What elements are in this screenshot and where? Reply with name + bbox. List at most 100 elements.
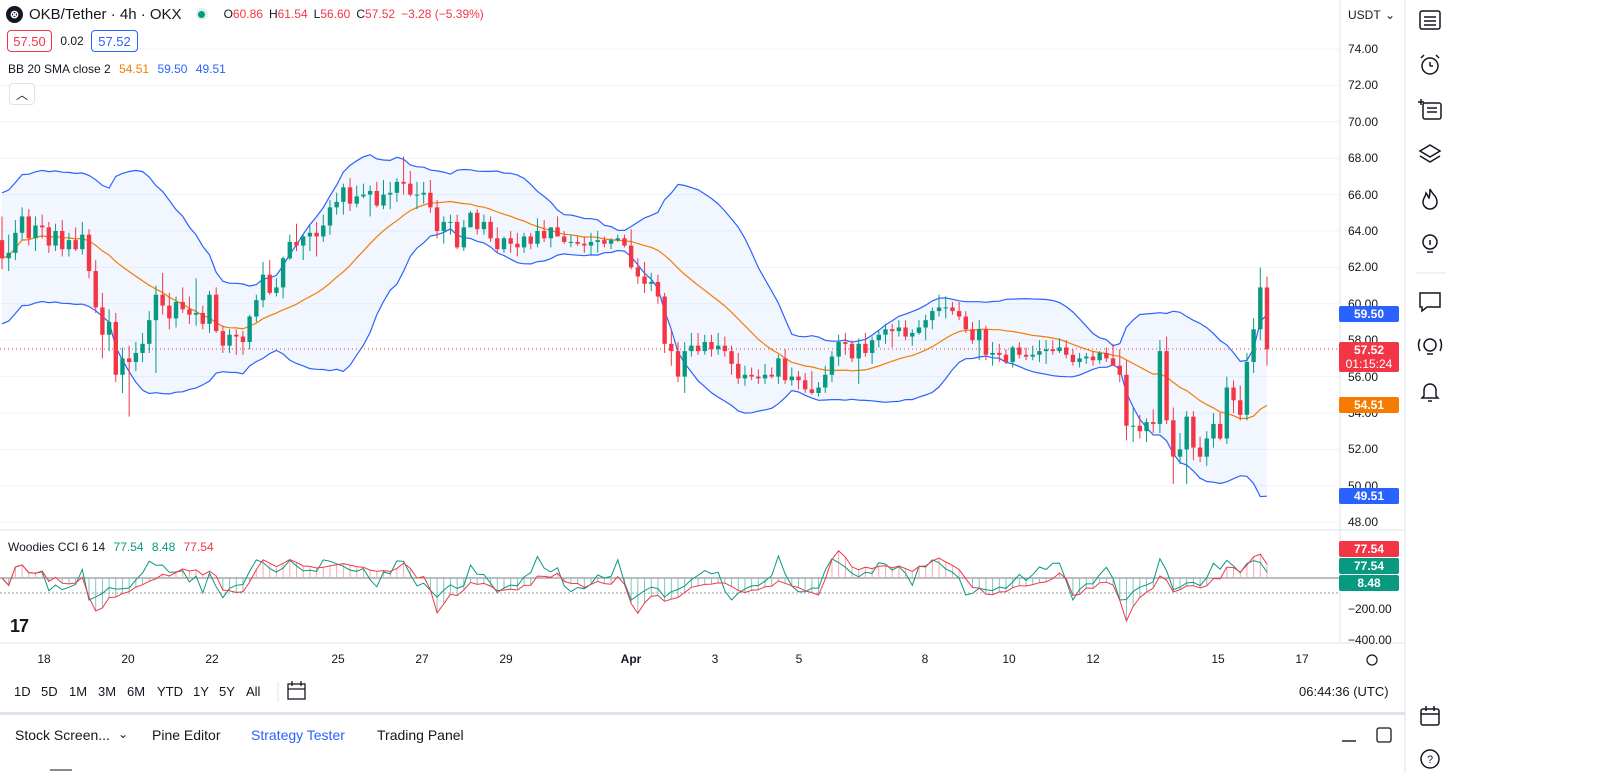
price-axis-label: 62.00: [1348, 260, 1379, 275]
candle-body: [187, 309, 192, 315]
bottom-panel-divider[interactable]: [0, 712, 1405, 715]
maximize-panel-icon[interactable]: [1376, 727, 1392, 743]
watchlist-icon[interactable]: [1416, 6, 1444, 34]
candle-body: [1177, 449, 1183, 457]
candle-body: [267, 274, 272, 293]
candle-body: [528, 236, 533, 244]
chevron-up-icon: ︿: [15, 87, 28, 102]
tab-pine-editor[interactable]: Pine Editor: [152, 727, 221, 743]
candle-body: [615, 238, 620, 241]
collapse-legend-button[interactable]: ︿: [9, 83, 35, 105]
candle-body: [260, 274, 266, 301]
candle-body: [575, 241, 580, 244]
candles[interactable]: [0, 156, 1270, 484]
candle-body: [843, 342, 848, 344]
candle-body: [548, 227, 554, 239]
candle-body: [736, 363, 741, 379]
candle-body: [294, 241, 299, 246]
bb-legend[interactable]: BB 20 SMA close 2 54.51 59.50 49.51: [8, 62, 226, 76]
candle-body: [602, 240, 607, 244]
chat-icon[interactable]: [1416, 288, 1444, 316]
candle-body: [976, 329, 982, 341]
timeframe-button-1m[interactable]: 1M: [69, 684, 88, 699]
bb-lower-value: 49.51: [195, 62, 226, 76]
candle-body: [374, 190, 380, 206]
candle-body: [1077, 358, 1082, 363]
notifications-bell-icon[interactable]: [1416, 377, 1444, 405]
candle-body: [1197, 447, 1203, 457]
okx-logo-icon[interactable]: ⊗: [6, 5, 23, 23]
bb-basis-value: 54.51: [119, 62, 150, 76]
timeframe-button-6m[interactable]: 6M: [127, 684, 146, 699]
candle-body: [896, 327, 902, 332]
tradingview-logo[interactable]: 17: [10, 616, 29, 636]
candle-body: [461, 227, 467, 248]
candle-body: [1084, 356, 1089, 359]
bar-countdown: 01:15:24: [1345, 357, 1393, 371]
alarm-clock-icon[interactable]: [1416, 51, 1444, 79]
time-axis-label: 3: [711, 652, 719, 666]
candle-body: [836, 342, 841, 357]
bb-basis-tag: 54.51: [1339, 397, 1399, 413]
calendar-icon[interactable]: [1416, 702, 1444, 730]
candle-body: [86, 234, 92, 272]
timeframe-button-3m[interactable]: 3M: [98, 684, 117, 699]
candle-body: [347, 187, 353, 204]
timeframe-button-5y[interactable]: 5Y: [219, 684, 235, 699]
idea-stream-icon[interactable]: [1416, 333, 1444, 361]
candle-body: [414, 194, 420, 196]
candle-body: [963, 316, 969, 330]
goto-date-icon[interactable]: [287, 681, 306, 700]
layers-icon[interactable]: [1416, 140, 1444, 168]
tab-strategy-tester[interactable]: Strategy Tester: [251, 727, 345, 743]
bb-basis-line: [1, 200, 1268, 420]
hotlist-flame-icon[interactable]: [1416, 185, 1444, 213]
ohlc-change: −3.28 (−5.39%): [401, 7, 484, 21]
chevron-down-icon[interactable]: ⌄: [118, 727, 129, 741]
market-open-icon[interactable]: [195, 8, 208, 20]
candle-body: [1184, 416, 1189, 450]
axis-settings-icon[interactable]: [1366, 654, 1378, 666]
utc-clock[interactable]: 06:44:36 (UTC): [1299, 684, 1389, 699]
timeframe-button-5d[interactable]: 5D: [41, 684, 58, 699]
buy-price-button[interactable]: 57.52: [91, 30, 138, 52]
cci-legend[interactable]: Woodies CCI 6 14 77.54 8.48 77.54: [8, 540, 214, 554]
time-axis-label: 22: [205, 652, 219, 666]
candle-body: [1010, 347, 1015, 363]
help-icon[interactable]: ?: [1416, 745, 1444, 773]
candle-body: [1110, 358, 1116, 366]
timeframe-button-1d[interactable]: 1D: [14, 684, 31, 699]
candle-body: [715, 345, 721, 350]
candle-body: [568, 241, 574, 243]
candle-body: [889, 329, 895, 332]
candle-body: [876, 334, 881, 341]
candle-body: [762, 374, 768, 379]
candle-body: [454, 221, 460, 248]
symbol-title[interactable]: OKB/Tether · 4h · OKX: [29, 5, 182, 23]
tab-trading-panel[interactable]: Trading Panel: [377, 727, 464, 743]
tab-stock-screener[interactable]: Stock Screen...: [15, 727, 110, 743]
cci-axis-label: −400.00: [1348, 633, 1392, 647]
candle-body: [434, 207, 440, 231]
candle-body: [622, 238, 627, 246]
timeframe-button-1y[interactable]: 1Y: [193, 684, 209, 699]
candle-body: [923, 320, 928, 328]
candle-body: [535, 231, 540, 244]
candle-body: [126, 358, 132, 363]
timeframe-button-ytd[interactable]: YTD: [157, 684, 183, 699]
candle-body: [80, 234, 85, 250]
cci-value-3: 77.54: [183, 540, 214, 554]
timeframe-button-all[interactable]: All: [246, 684, 261, 699]
add-list-icon[interactable]: [1416, 96, 1444, 124]
ideas-lightbulb-icon[interactable]: [1416, 230, 1444, 258]
candle-body: [73, 240, 78, 250]
time-axis-label: 29: [499, 652, 513, 666]
candle-body: [173, 301, 179, 319]
sell-price-button[interactable]: 57.50: [7, 30, 52, 52]
candle-body: [300, 236, 306, 246]
candle-body: [495, 238, 500, 250]
candle-body: [240, 336, 246, 343]
candle-body: [809, 389, 815, 393]
currency-selector[interactable]: USDT ⌄: [1343, 4, 1400, 26]
